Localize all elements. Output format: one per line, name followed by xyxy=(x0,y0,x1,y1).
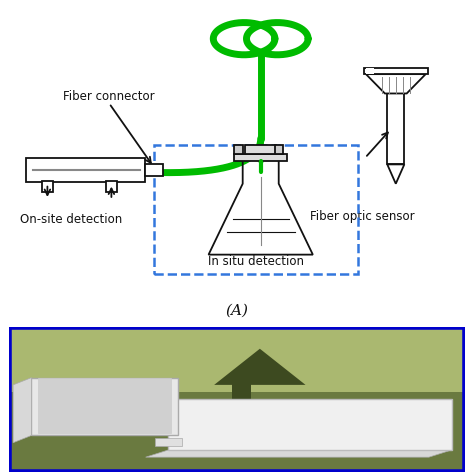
Text: Fiber connector: Fiber connector xyxy=(63,90,155,103)
Bar xyxy=(9,392,465,472)
Bar xyxy=(234,154,287,161)
Bar xyxy=(366,68,374,74)
Bar xyxy=(145,164,163,176)
Polygon shape xyxy=(146,450,452,457)
Bar xyxy=(155,438,182,446)
Text: On-site detection: On-site detection xyxy=(20,213,122,226)
Bar xyxy=(154,145,358,274)
Bar xyxy=(26,158,145,182)
Polygon shape xyxy=(366,74,426,93)
Polygon shape xyxy=(387,164,404,184)
Text: (A): (A) xyxy=(226,303,248,318)
Bar xyxy=(168,399,452,450)
Bar xyxy=(9,327,465,392)
Polygon shape xyxy=(13,378,31,443)
Text: Fiber optic sensor: Fiber optic sensor xyxy=(310,210,415,222)
Bar xyxy=(106,182,117,192)
Bar xyxy=(234,145,243,154)
Bar xyxy=(232,381,251,407)
Bar xyxy=(275,145,283,154)
Bar xyxy=(42,182,53,192)
Bar xyxy=(387,93,404,164)
Bar xyxy=(245,145,276,154)
Bar xyxy=(31,378,178,436)
Polygon shape xyxy=(214,349,306,385)
Text: In situ detection: In situ detection xyxy=(208,255,304,267)
Bar xyxy=(38,378,171,433)
Bar xyxy=(364,68,428,74)
